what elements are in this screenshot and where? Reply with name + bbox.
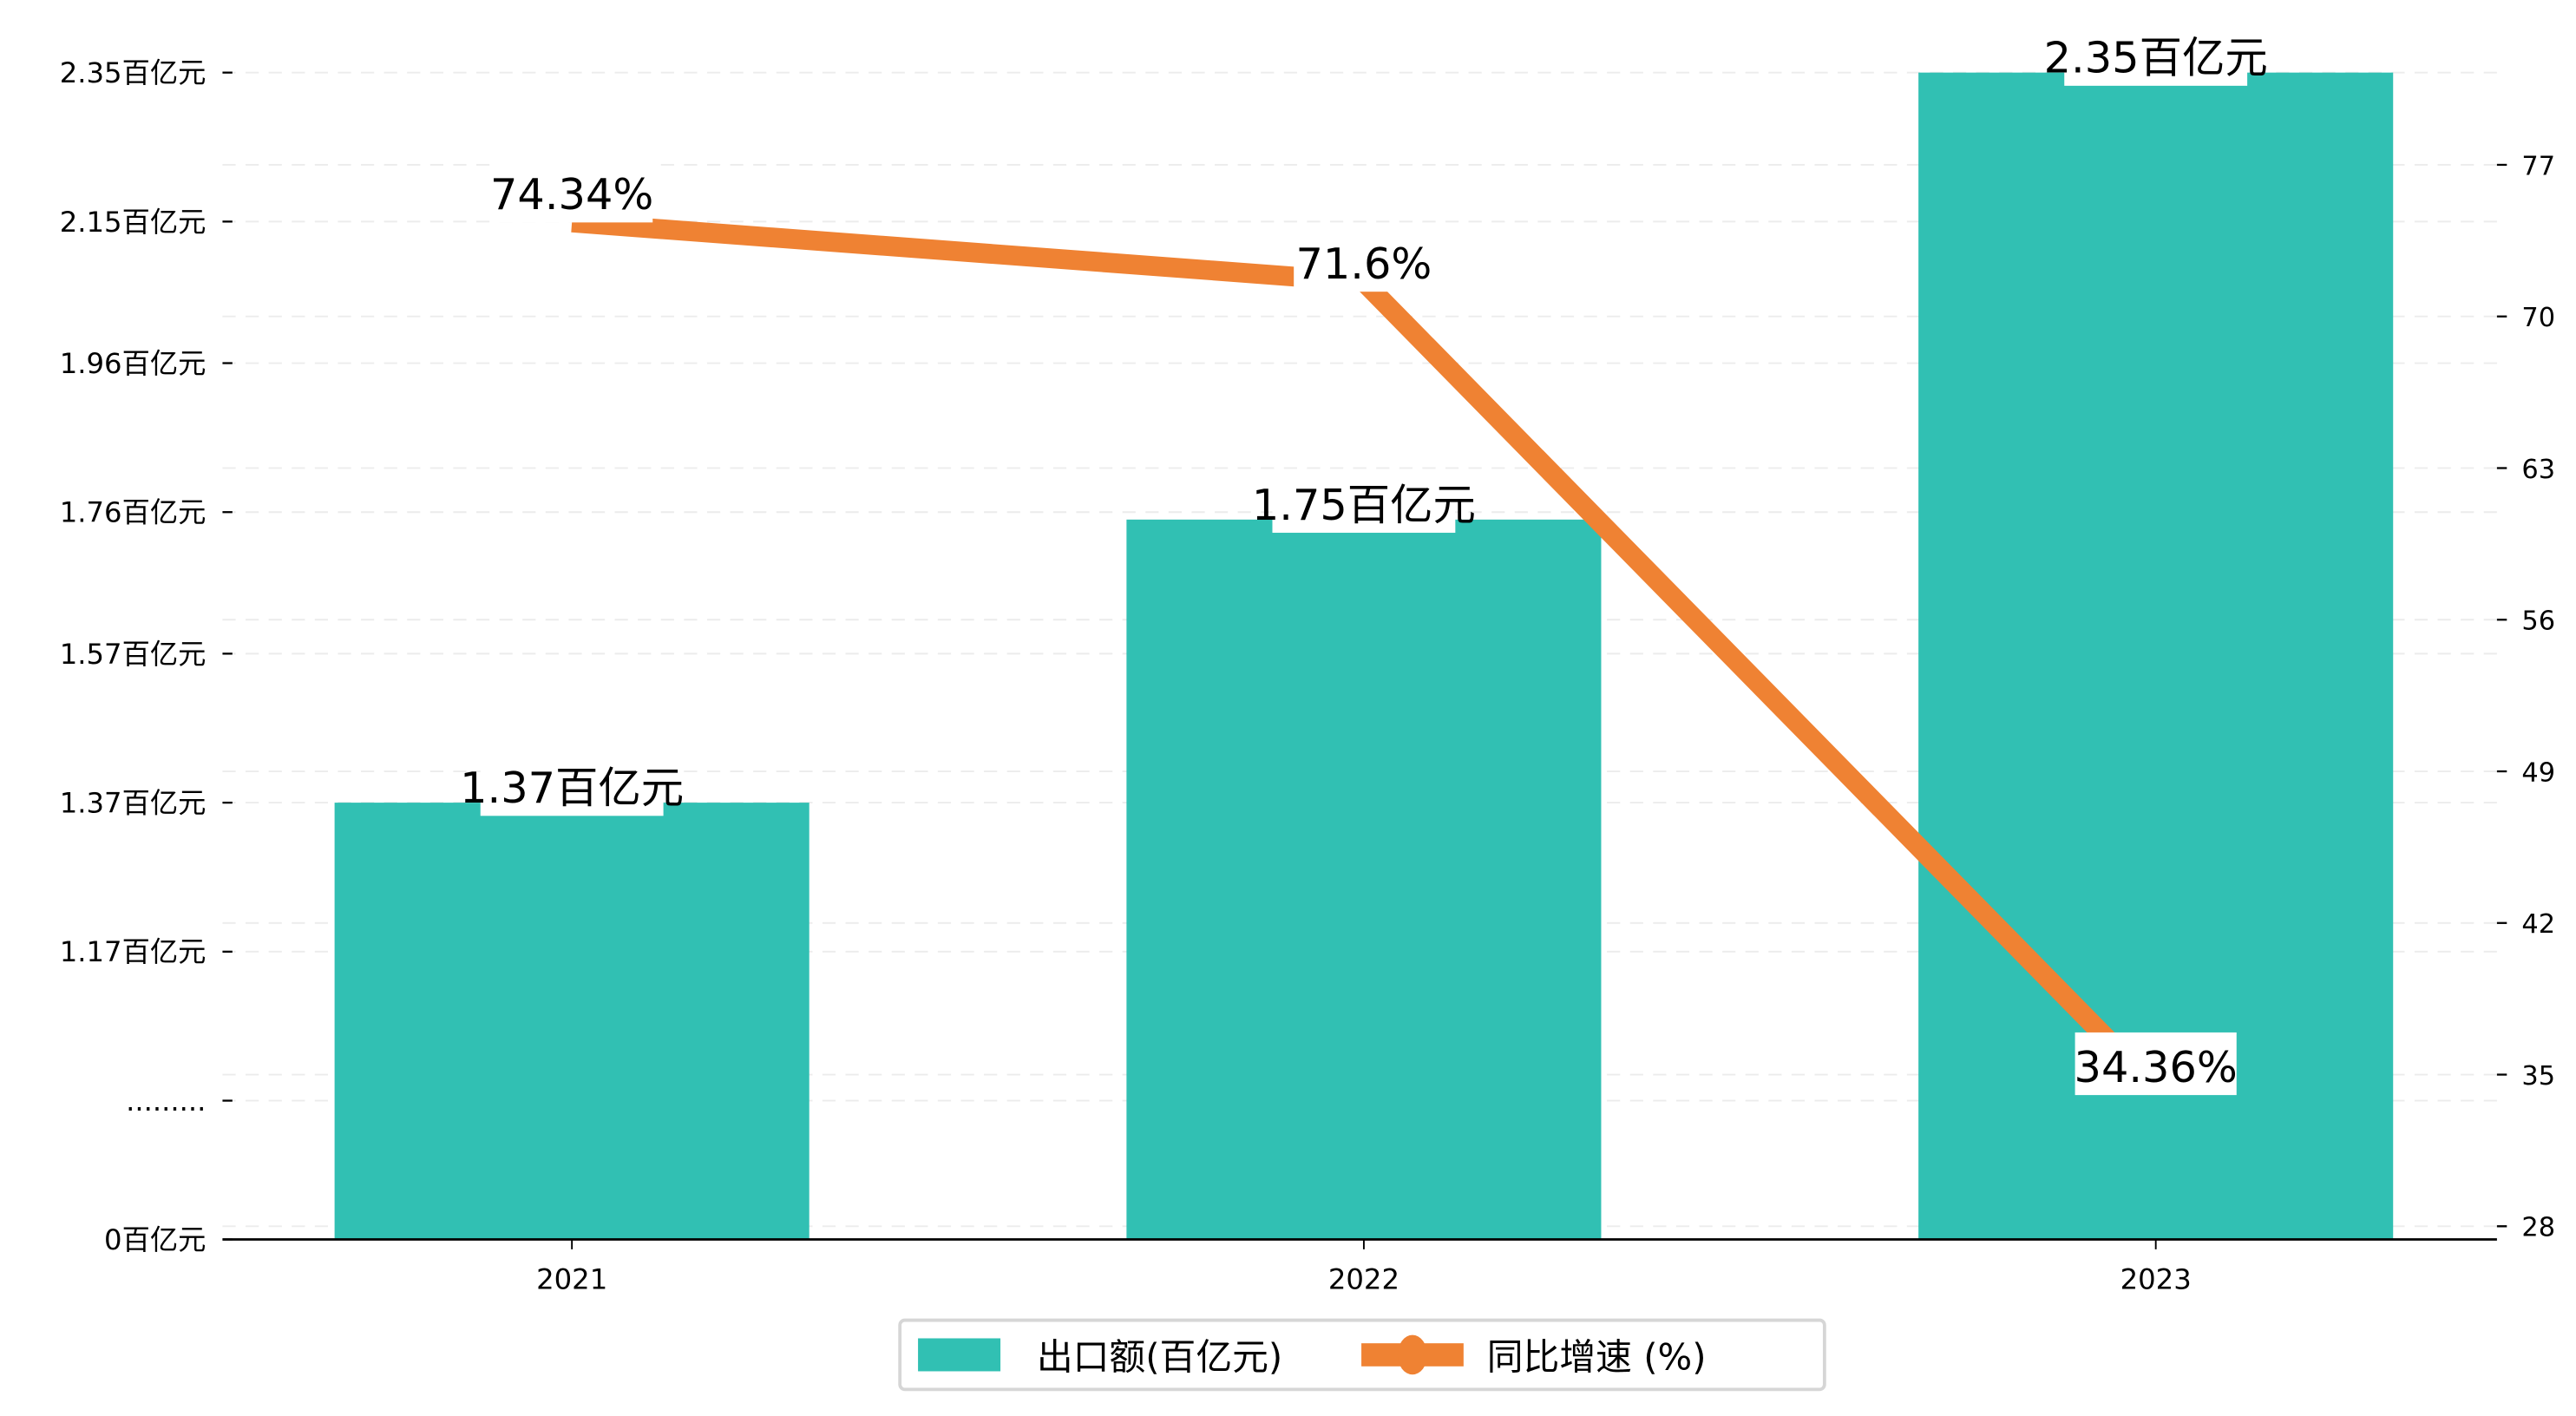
bar-data-label: 2.35百亿元 bbox=[2044, 33, 2268, 83]
left-tick-label: 1.76百亿元 bbox=[60, 496, 206, 529]
left-tick-label: 1.57百亿元 bbox=[60, 638, 206, 671]
right-tick-label: 28 bbox=[2521, 1213, 2555, 1243]
left-tick-label: 2.35百亿元 bbox=[60, 56, 206, 89]
legend-label-growth: 同比增速 (%) bbox=[1486, 1338, 1707, 1380]
left-tick-label: ......... bbox=[126, 1085, 206, 1118]
bar-2021 bbox=[334, 803, 810, 1240]
legend-swatch-bar bbox=[918, 1338, 1001, 1372]
left-tick-label: 1.37百亿元 bbox=[60, 787, 206, 820]
x-tick-label: 2021 bbox=[536, 1262, 607, 1295]
left-tick-label: 1.96百亿元 bbox=[60, 347, 206, 380]
line-data-label-bg bbox=[1294, 228, 1434, 292]
right-tick-label: 70 bbox=[2521, 303, 2555, 333]
line-data-label-bg bbox=[491, 160, 653, 223]
right-tick-label: 77 bbox=[2521, 151, 2555, 181]
right-tick-label: 56 bbox=[2521, 606, 2555, 637]
right-tick-label: 63 bbox=[2521, 455, 2555, 485]
bar-data-label-bg bbox=[2064, 23, 2248, 86]
line-data-label: 34.36% bbox=[2075, 1042, 2238, 1092]
x-tick-label: 2022 bbox=[1328, 1262, 1399, 1295]
left-tick-label: 2.15百亿元 bbox=[60, 206, 206, 239]
legend: 出口额(百亿元) 同比增速 (%) bbox=[898, 1318, 1826, 1392]
bar-2022 bbox=[1126, 519, 1602, 1240]
bar-data-label-bg bbox=[1272, 469, 1456, 534]
right-tick-label: 35 bbox=[2521, 1061, 2555, 1092]
line-data-label: 71.6% bbox=[1295, 239, 1432, 289]
bar-data-label-bg bbox=[480, 753, 664, 816]
line-data-label-bg bbox=[2075, 1032, 2237, 1096]
right-tick-label: 49 bbox=[2521, 757, 2555, 788]
left-tick-label: 0百亿元 bbox=[104, 1223, 206, 1256]
bar-data-label: 1.37百亿元 bbox=[460, 763, 684, 813]
left-tick-label: 1.17百亿元 bbox=[60, 935, 206, 968]
bar-data-label: 1.75百亿元 bbox=[1252, 480, 1476, 530]
line-data-label: 74.34% bbox=[490, 169, 653, 220]
legend-swatch-line bbox=[1361, 1334, 1465, 1375]
right-tick-label: 42 bbox=[2521, 909, 2555, 940]
x-tick-label: 2023 bbox=[2120, 1262, 2192, 1295]
plot-area: 2.35百亿元 2.15百亿元 1.96百亿元 1.76百亿元 1.57百亿元 1.37百… bbox=[59, 23, 2556, 1296]
legend-label-export: 出口额(百亿元) bbox=[1036, 1338, 1283, 1380]
